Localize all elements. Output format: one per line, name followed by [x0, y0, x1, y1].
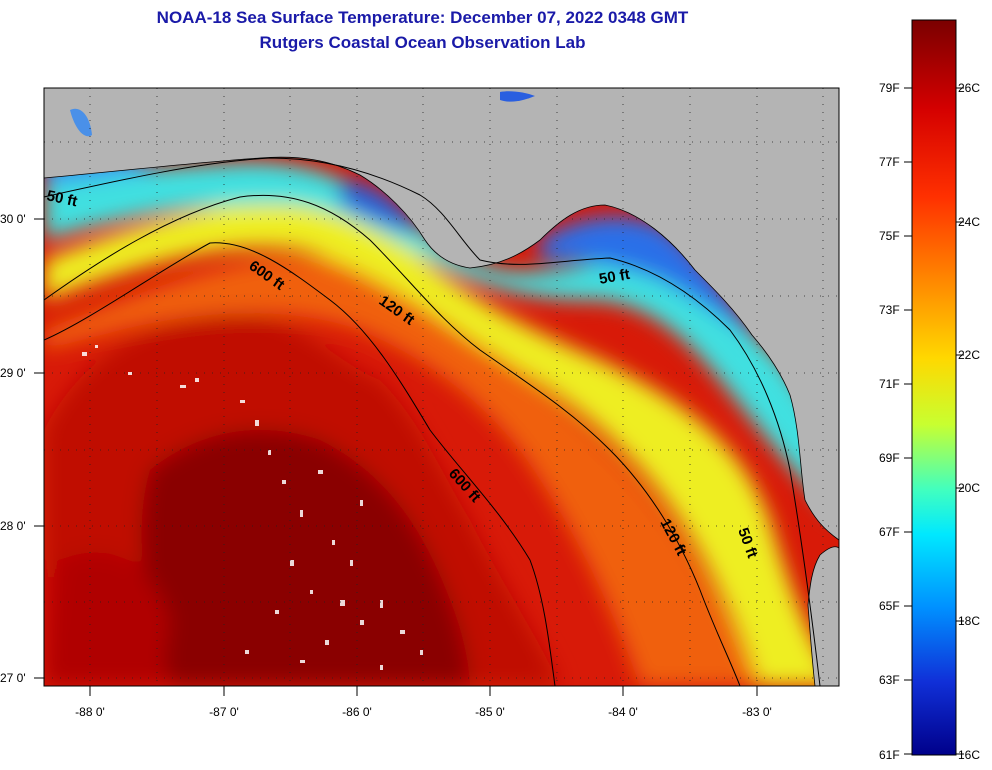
lon-label-84: -84 0': [608, 705, 638, 719]
title-line-1: NOAA-18 Sea Surface Temperature: Decembe…: [156, 8, 689, 27]
lat-label-28: 28 0': [0, 519, 26, 533]
colorbar-c-22: 22C: [958, 348, 980, 362]
colorbar-f-79: 79F: [879, 81, 900, 95]
lon-label-88: -88 0': [75, 705, 105, 719]
colorbar-ticks: [904, 87, 964, 755]
lon-label-83: -83 0': [742, 705, 772, 719]
map-frame: [43, 87, 840, 687]
bathymetry-contours: [44, 157, 821, 686]
title-line-2: Rutgers Coastal Ocean Observation Lab: [259, 33, 586, 52]
lon-label-87: -87 0': [209, 705, 239, 719]
colorbar-f-65: 65F: [879, 599, 900, 613]
lat-label-27: 27 0': [0, 671, 26, 685]
colorbar-c-18: 18C: [958, 614, 980, 628]
contour-label-50ft-east: 50 ft: [598, 266, 631, 288]
lon-label-86: -86 0': [342, 705, 372, 719]
colorbar-f-73: 73F: [879, 303, 900, 317]
axis-ticks: [34, 218, 758, 696]
contour-label-50ft-west: 50 ft: [45, 187, 79, 210]
colorbar-f-63: 63F: [879, 673, 900, 687]
sst-field: [44, 88, 839, 686]
colorbar: [911, 19, 957, 756]
colorbar-c-26: 26C: [958, 81, 980, 95]
colorbar-c-24: 24C: [958, 215, 980, 229]
lon-label-85: -85 0': [475, 705, 505, 719]
land-panhandle: [44, 88, 839, 541]
colorbar-f-77: 77F: [879, 155, 900, 169]
colorbar-c-16: 16C: [958, 748, 980, 762]
colorbar-f-75: 75F: [879, 229, 900, 243]
cloud-speckles: [82, 345, 423, 670]
lat-label-30: 30 0': [0, 212, 26, 226]
colorbar-f-61: 61F: [879, 748, 900, 762]
colorbar-c-20: 20C: [958, 481, 980, 495]
colorbar-f-69: 69F: [879, 451, 900, 465]
colorbar-f-71: 71F: [879, 377, 900, 391]
lat-label-29: 29 0': [0, 366, 26, 380]
colorbar-f-67: 67F: [879, 525, 900, 539]
